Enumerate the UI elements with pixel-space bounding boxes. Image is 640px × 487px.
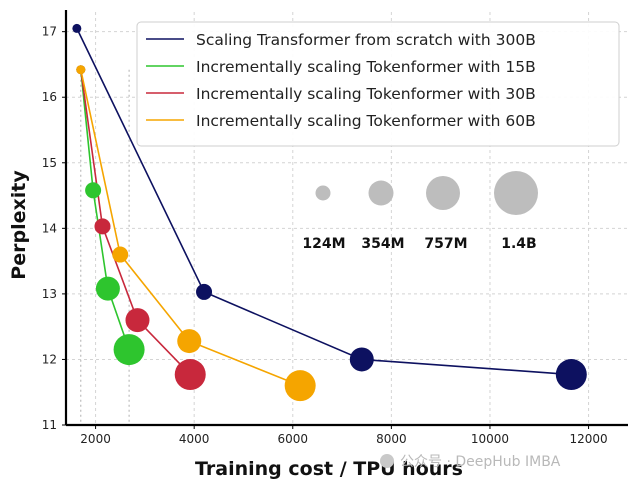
size-label: 354M [361,236,404,252]
series-4 [80,69,301,387]
y-tick-label: 13 [42,287,57,301]
x-tick-label: 4000 [179,432,210,446]
wechat-icon [380,454,394,468]
size-bubble [368,180,394,206]
x-tick-label: 2000 [80,432,111,446]
size-label: 1.4B [501,236,536,252]
series-layer [72,23,587,402]
legend-label: Incrementally scaling Tokenformer with 1… [196,58,536,76]
series-1 [76,28,572,376]
x-tick-label: 6000 [277,432,308,446]
series-line [76,28,572,376]
data-point [349,347,374,372]
legend-box [136,21,620,147]
y-ticks: 11 12 13 14 15 16 17 [42,25,66,432]
data-point [125,308,150,333]
series-line [79,69,130,350]
size-label: 124M [302,236,345,252]
data-point [85,182,102,199]
y-tick-label: 12 [42,352,57,366]
y-tick-label: 16 [42,90,57,104]
series-points-2 [76,65,145,366]
x-axis-title: Training cost / TPU hours [195,458,463,480]
data-point [76,65,86,75]
series-points-4 [76,65,316,402]
legend-label: Incrementally scaling Tokenformer with 6… [196,112,536,130]
data-point [555,359,587,391]
axes [64,10,628,427]
series-line [80,69,301,387]
data-point [177,329,202,354]
size-label: 757M [424,236,467,252]
x-tick-label: 8000 [376,432,407,446]
data-point [196,283,213,300]
x-ticks: 2000 4000 6000 8000 10000 12000 [80,425,608,446]
watermark-text: 公众号 · DeepHub IMBA [400,454,561,470]
size-bubble [315,185,331,201]
data-point [94,218,111,235]
y-tick-label: 15 [42,156,57,170]
series-3 [79,69,191,376]
watermark: 公众号 · DeepHub IMBA [380,451,560,471]
data-point [113,334,145,366]
series-line [79,69,191,376]
y-tick-label: 17 [42,25,57,39]
legend-label: Incrementally scaling Tokenformer with 3… [196,85,536,103]
y-axis-title: Perplexity [8,170,30,280]
size-bubble [494,171,538,215]
size-bubble [426,176,460,210]
series-2 [79,69,130,350]
data-point [112,246,129,263]
y-tick-label: 11 [42,418,57,432]
data-point [174,359,206,391]
series-points-3 [76,65,206,391]
legend: Scaling Transformer from scratch with 30… [136,21,620,147]
legend-label: Scaling Transformer from scratch with 30… [196,31,536,49]
data-point [284,370,316,402]
y-tick-label: 14 [42,221,57,235]
size-legend: 124M 354M 757M 1.4B [302,171,538,252]
x-tick-label: 12000 [569,432,607,446]
series-points-1 [72,23,587,391]
drop-lines [80,69,130,425]
x-tick-label: 10000 [471,432,509,446]
data-point [72,23,82,33]
data-point [95,276,120,301]
